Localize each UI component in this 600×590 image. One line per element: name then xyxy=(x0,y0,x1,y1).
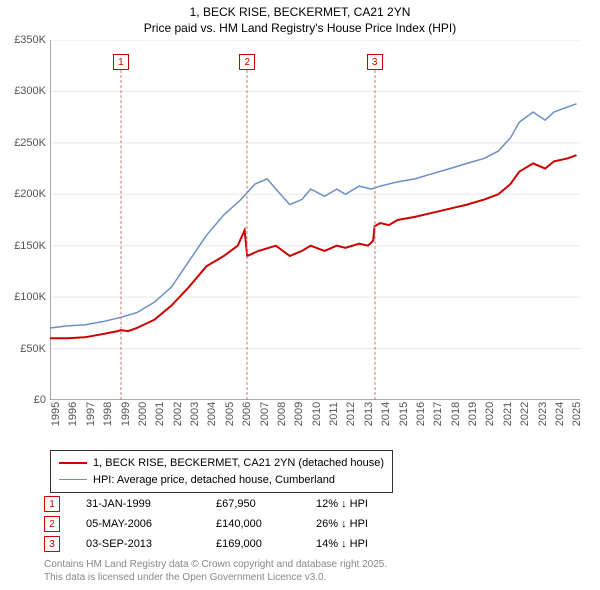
x-tick-label: 2016 xyxy=(415,402,427,426)
x-tick-label: 2023 xyxy=(537,402,549,426)
x-tick-label: 2020 xyxy=(484,402,496,426)
x-tick-label: 2001 xyxy=(154,402,166,426)
legend-row-hpi: HPI: Average price, detached house, Cumb… xyxy=(59,472,384,489)
x-tick-label: 1995 xyxy=(50,402,62,426)
marker-price-1: £67,950 xyxy=(216,498,316,510)
x-tick-label: 1996 xyxy=(67,402,79,426)
marker-pct-3: 14% ↓ HPI xyxy=(316,538,426,550)
marker-vline-1 xyxy=(120,70,121,400)
marker-box-3: 3 xyxy=(367,54,383,70)
x-tick-label: 2012 xyxy=(345,402,357,426)
x-tick-label: 2009 xyxy=(293,402,305,426)
x-tick-label: 2003 xyxy=(189,402,201,426)
marker-pct-2: 26% ↓ HPI xyxy=(316,518,426,530)
marker-vline-2 xyxy=(247,70,248,400)
x-tick-label: 2006 xyxy=(241,402,253,426)
footer-line1: Contains HM Land Registry data © Crown c… xyxy=(44,558,387,571)
marker-price-2: £140,000 xyxy=(216,518,316,530)
chart-plot-area: 1 2 3 xyxy=(50,40,580,400)
footer-line2: This data is licensed under the Open Gov… xyxy=(44,571,387,584)
legend-swatch-price-paid xyxy=(59,462,87,464)
y-tick-label: £150K xyxy=(14,240,46,252)
marker-pct-1: 12% ↓ HPI xyxy=(316,498,426,510)
chart-svg xyxy=(50,40,580,400)
x-tick-label: 2000 xyxy=(137,402,149,426)
y-tick-label: £100K xyxy=(14,291,46,303)
marker-row-3: 3 03-SEP-2013£169,00014% ↓ HPI xyxy=(44,534,426,554)
marker-num-1: 1 xyxy=(44,496,60,512)
y-axis: £0£50K£100K£150K£200K£250K£300K£350K xyxy=(0,40,50,400)
y-tick-label: £300K xyxy=(14,85,46,97)
x-tick-label: 1998 xyxy=(102,402,114,426)
x-tick-label: 2018 xyxy=(450,402,462,426)
marker-box-1: 1 xyxy=(113,54,129,70)
series-price_paid xyxy=(50,155,577,338)
legend-label-hpi: HPI: Average price, detached house, Cumb… xyxy=(93,472,335,489)
x-tick-label: 2019 xyxy=(467,402,479,426)
x-tick-label: 2015 xyxy=(398,402,410,426)
x-tick-label: 1999 xyxy=(120,402,132,426)
marker-num-3: 3 xyxy=(44,536,60,552)
y-tick-label: £350K xyxy=(14,34,46,46)
marker-row-2: 2 05-MAY-2006£140,00026% ↓ HPI xyxy=(44,514,426,534)
y-tick-label: £250K xyxy=(14,137,46,149)
y-tick-label: £50K xyxy=(20,343,46,355)
x-tick-label: 2017 xyxy=(432,402,444,426)
x-tick-label: 2011 xyxy=(328,402,340,426)
legend-box: 1, BECK RISE, BECKERMET, CA21 2YN (detac… xyxy=(50,450,393,493)
x-tick-label: 2002 xyxy=(172,402,184,426)
marker-num-2: 2 xyxy=(44,516,60,532)
x-tick-label: 2005 xyxy=(224,402,236,426)
marker-row-1: 1 31-JAN-1999£67,95012% ↓ HPI xyxy=(44,494,426,514)
legend-label-price-paid: 1, BECK RISE, BECKERMET, CA21 2YN (detac… xyxy=(93,455,384,472)
marker-table: 1 31-JAN-1999£67,95012% ↓ HPI 2 05-MAY-2006… xyxy=(44,494,426,554)
title-block: 1, BECK RISE, BECKERMET, CA21 2YN Price … xyxy=(0,0,600,36)
x-axis: 1995 1996 1997 1998 1999 2000 2001 2002 2003 2004… xyxy=(50,400,580,448)
marker-date-2: 05-MAY-2006 xyxy=(86,518,216,530)
y-tick-label: £0 xyxy=(34,394,46,406)
chart-container: 1, BECK RISE, BECKERMET, CA21 2YN Price … xyxy=(0,0,600,590)
series-hpi xyxy=(50,104,577,328)
marker-price-3: £169,000 xyxy=(216,538,316,550)
x-tick-label: 2024 xyxy=(554,402,566,426)
x-tick-label: 2004 xyxy=(206,402,218,426)
x-tick-label: 2014 xyxy=(380,402,392,426)
x-tick-label: 2025 xyxy=(571,402,583,426)
marker-date-1: 31-JAN-1999 xyxy=(86,498,216,510)
x-tick-label: 2007 xyxy=(259,402,271,426)
x-tick-label: 2021 xyxy=(502,402,514,426)
title-line1: 1, BECK RISE, BECKERMET, CA21 2YN xyxy=(0,4,600,20)
legend-row-price-paid: 1, BECK RISE, BECKERMET, CA21 2YN (detac… xyxy=(59,455,384,472)
x-tick-label: 2022 xyxy=(519,402,531,426)
marker-vline-3 xyxy=(374,70,375,400)
x-tick-label: 1997 xyxy=(85,402,97,426)
legend-swatch-hpi xyxy=(59,479,87,480)
x-tick-label: 2008 xyxy=(276,402,288,426)
marker-box-2: 2 xyxy=(239,54,255,70)
x-tick-label: 2010 xyxy=(311,402,323,426)
marker-date-3: 03-SEP-2013 xyxy=(86,538,216,550)
y-tick-label: £200K xyxy=(14,188,46,200)
title-line2: Price paid vs. HM Land Registry's House … xyxy=(0,20,600,36)
x-tick-label: 2013 xyxy=(363,402,375,426)
footer-note: Contains HM Land Registry data © Crown c… xyxy=(44,558,387,584)
